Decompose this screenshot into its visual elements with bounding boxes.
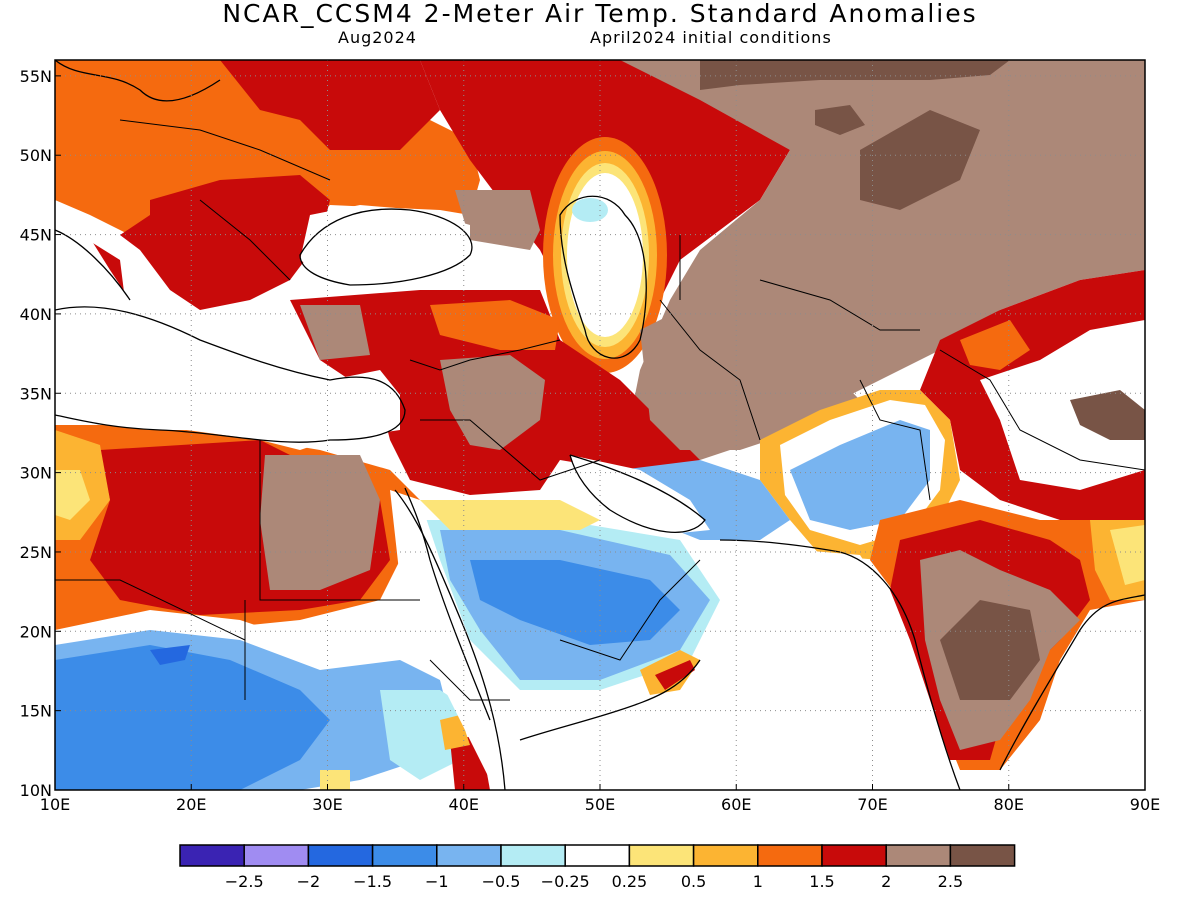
legend-swatch (628, 844, 695, 867)
legend-label: −2 (297, 872, 321, 891)
color-legend: −2.5 −2 −1.5 −1 −0.5 −0.25 0.25 0.5 1 1.5 2 2.5 (179, 844, 1016, 891)
longitude-tick-label: 30E (312, 795, 342, 814)
anomaly-region-ethiopia-yellow (320, 770, 350, 790)
anomaly-region-iraq-brown (440, 355, 545, 450)
sea-persian-gulf (570, 455, 710, 535)
legend-label: −2.5 (225, 872, 264, 891)
anomaly-region-indus-cool (790, 420, 930, 530)
initial-conditions-label: April2024 initial conditions (590, 28, 832, 47)
legend-label: 0.5 (681, 872, 706, 891)
legend-label: 0.25 (612, 872, 648, 891)
legend-label: 1 (753, 872, 763, 891)
longitude-tick-label: 80E (994, 795, 1024, 814)
legend-swatch (436, 844, 502, 867)
anomaly-region-deccan-max (940, 600, 1040, 700)
longitude-tick-label: 10E (40, 795, 70, 814)
legend-swatch (371, 844, 438, 867)
legend-label: 2 (881, 872, 891, 891)
legend-swatch (821, 844, 887, 867)
anomaly-region-balkans (120, 175, 330, 310)
anomaly-region-sudan-cool (55, 645, 330, 790)
anomaly-region-siberia-max (700, 60, 1010, 90)
legend-label: −0.5 (482, 872, 521, 891)
legend-label: 2.5 (938, 872, 963, 891)
longitude-tick-label: 90E (1130, 795, 1160, 814)
forecast-month-label: Aug2024 (338, 28, 417, 47)
anomaly-region-tibet-max (1070, 390, 1145, 440)
anomaly-region-iran (640, 300, 860, 450)
legend-swatch (179, 844, 245, 867)
legend-swatch (307, 844, 374, 867)
anomaly-region-yemen-coast (655, 660, 695, 690)
legend-swatch (692, 844, 759, 867)
legend-label: 1.5 (809, 872, 834, 891)
latitude-tick-label: 45N (20, 226, 52, 245)
latitude-tick-label: 30N (20, 464, 52, 483)
longitude-tick-label: 50E (585, 795, 615, 814)
anomaly-region-pakistan-north (960, 320, 1030, 370)
legend-label: −1 (425, 872, 449, 891)
legend-swatch (564, 844, 631, 867)
anomaly-region-kazakhstan-max (860, 110, 980, 210)
legend-label: −0.25 (541, 872, 590, 891)
anomaly-region-black-sea-east (455, 190, 540, 250)
longitude-tick-label: 20E (176, 795, 206, 814)
latitude-tick-label: 15N (20, 702, 52, 721)
sea-red-sea (390, 490, 510, 790)
longitude-tick-label: 70E (857, 795, 887, 814)
latitude-tick-label: 20N (20, 622, 52, 641)
sea-mediterranean (55, 300, 400, 450)
legend-swatch (885, 844, 952, 867)
legend-label: −1.5 (353, 872, 392, 891)
anomaly-region-chad-cold (150, 645, 190, 665)
latitude-tick-label: 35N (20, 384, 52, 403)
legend-swatch (243, 844, 310, 867)
sea-ionian (55, 220, 130, 310)
latitude-tick-label: 10N (20, 781, 52, 800)
legend-swatch (757, 844, 823, 867)
latitude-axis: 10N 15N 20N 25N 30N 35N 40N 45N 50N 55N (20, 67, 61, 800)
longitude-tick-label: 40E (449, 795, 479, 814)
anomaly-region-egypt-brown (260, 455, 380, 590)
longitude-tick-label: 60E (721, 795, 751, 814)
legend-swatch (949, 844, 1016, 867)
coastlines (55, 60, 1145, 790)
latitude-tick-label: 50N (20, 146, 52, 165)
anomaly-region-himalaya (920, 270, 1145, 520)
anomaly-field (55, 60, 1145, 790)
gridlines (55, 60, 1145, 790)
anomaly-region-arabia-north-warm (420, 500, 600, 530)
longitude-axis: 10E 20E 30E 40E 50E 60E 70E 80E 90E (40, 784, 1160, 814)
anomaly-region-baltic (220, 60, 440, 150)
anomaly-region-anatolia-orange (430, 300, 560, 350)
country-borders (55, 119, 1145, 701)
anomaly-region-libya-light (55, 470, 90, 520)
anomaly-region-arabia-cold (470, 560, 680, 645)
latitude-tick-label: 55N (20, 67, 52, 86)
map-title: NCAR_CCSM4 2-Meter Air Temp. Standard An… (222, 0, 978, 28)
anomaly-region-aegean-brown (300, 305, 370, 360)
sea-arabian-sea (520, 540, 940, 790)
latitude-tick-label: 40N (20, 305, 52, 324)
sea-black-sea (300, 205, 470, 285)
anomaly-region-ethiopia-pale (380, 690, 470, 780)
latitude-tick-label: 25N (20, 543, 52, 562)
anomaly-region-bengal-light (1110, 525, 1145, 585)
legend-swatch (500, 844, 566, 867)
anomaly-region-urals-max (815, 105, 865, 135)
